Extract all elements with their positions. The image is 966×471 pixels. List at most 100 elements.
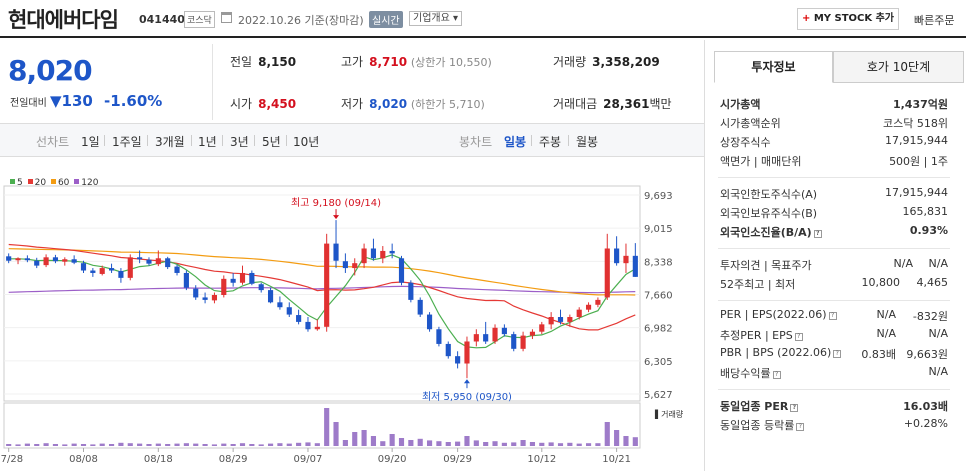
period-3m[interactable]: 3개월 [155,135,185,149]
candle-body [52,257,59,262]
shares-row: 상장주식수 17,915,944 [720,134,948,149]
candle-body [333,243,339,261]
add-my-stock-button[interactable]: + MY STOCK 추가 [797,8,899,30]
y-tick-label: 8,338 [644,257,673,268]
period-1d[interactable]: 1일 [81,135,100,149]
x-tick-label: 10/21 [602,454,631,465]
candle-body [99,268,105,274]
candle-body [146,259,152,264]
volume-bar [71,443,77,446]
ma5-swatch [10,179,15,184]
period-10y[interactable]: 10년 [293,135,320,149]
summary-divider [212,44,213,120]
period-weekly[interactable]: 주봉 [539,135,562,149]
volume-bar [52,444,59,446]
ma20-swatch [27,179,33,184]
help-icon[interactable]: ? [772,371,781,379]
x-tick-label: 08/08 [69,454,98,465]
info-tabs: 투자정보 호가 10단계 [714,51,964,83]
realtime-button[interactable]: 실시간 [369,11,403,28]
base-date: 2022.10.26 기준(장마감) [238,14,364,27]
period-1w[interactable]: 1주일 [112,135,142,149]
volume-bar [370,436,377,446]
candle-body [492,327,498,342]
candle-body [277,302,283,308]
ma60-line [8,248,636,296]
chart-canvas: 9,693 9,015 8,338 7,660 6,982 6,305 5,627 07/28… [0,185,673,465]
candle-body [455,356,461,364]
change-percent: -1.60% [104,92,163,110]
x-tick-label: 07/28 [0,454,23,465]
market-badge: 코스닥 [184,11,215,28]
price-chart[interactable]: 5 20 60 120 9,693 9,015 8,338 7,660 6,982 6,3… [0,158,704,471]
period-5y[interactable]: 5년 [262,135,281,149]
help-icon[interactable]: ? [796,423,805,431]
volume-bar [155,443,161,446]
trade-amount: 거래대금 28,361백만 [553,97,672,111]
period-1y[interactable]: 1년 [198,135,217,149]
quick-order-link[interactable]: 빠른주문 [914,14,955,27]
ma120-swatch [74,179,80,184]
candle-body [118,271,124,278]
tab-hoga-10[interactable]: 호가 10단계 [833,51,964,83]
y-tick-label: 9,693 [644,191,673,202]
candle-body [221,278,227,295]
candle-body [389,250,395,254]
price-summary: 8,020 전일대비 ▼130 -1.60% 전일 8,150 고가 8,710 (… [0,40,704,124]
volume-bar [286,443,292,446]
help-icon[interactable]: ? [794,333,803,341]
company-info-button[interactable]: 기업개요 ▾ [409,11,462,26]
candle-body [436,329,442,344]
volume-bar [333,422,339,446]
volume-bar [614,430,620,446]
candle-body [464,341,470,364]
volume-bar [62,444,68,446]
volume-bar [183,443,189,446]
candle-body [24,258,30,261]
est-per-row: 추정PER | EPS? N/A N/A [720,327,948,342]
candle-body [80,263,87,271]
help-icon[interactable]: ? [828,312,837,320]
volume-bar [352,432,358,446]
candle-body [501,327,507,335]
candle-body [108,268,115,271]
y-tick-label: 6,305 [644,357,673,368]
candle-body [193,288,199,298]
price-change: 전일대비 ▼130 -1.60% [10,92,162,110]
sector-rate-row: 동일업종 등락률? +0.28% [720,417,948,432]
foreign-limit-row: 외국인한도주식수(A) 17,915,944 [720,186,948,201]
volume-bar [80,444,87,446]
period-monthly[interactable]: 월봉 [576,135,599,149]
dividend-row: 배당수익률? N/A [720,365,948,380]
volume-bar [492,441,498,446]
candle-body [632,255,638,277]
period-daily[interactable]: 일봉 [504,135,527,149]
period-3y[interactable]: 3년 [230,135,249,149]
volume-frame [3,402,641,449]
candle-body [595,299,601,305]
candle-body [361,248,367,264]
volume-bar [567,442,573,446]
sector-per-row: 동일업종 PER? 16.03배 [720,400,948,413]
volume-bar [398,438,405,446]
down-arrow-icon: ▼ [50,92,62,110]
candle-body [604,248,610,298]
foreign-hold-row: 외국인보유주식수(B) 165,831 [720,205,948,220]
candle-body [34,260,40,266]
volume-bar [483,442,489,446]
ma60-swatch [50,179,56,184]
volume-bar [193,443,199,446]
tab-investment-info[interactable]: 투자정보 [714,51,833,83]
help-icon[interactable]: ? [813,230,822,238]
add-my-stock-label: MY STOCK 추가 [813,13,895,24]
candle-body [62,259,68,262]
help-icon[interactable]: ? [790,404,799,412]
volume-bar [174,443,180,446]
volume-bar [296,442,302,446]
pbr-bps-row: PBR | BPS (2022.06)? 0.83배 9,663원 [720,346,948,361]
volume-bar [426,440,433,446]
volume-bar [305,442,311,446]
candle-body [267,290,274,303]
help-icon[interactable]: ? [833,350,842,358]
line-chart-label: 선차트 [36,135,70,149]
